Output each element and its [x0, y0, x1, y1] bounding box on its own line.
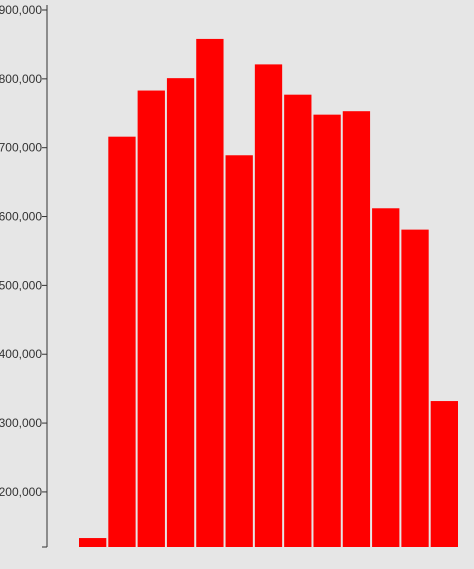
bar-12 [401, 229, 429, 547]
bar-9 [313, 114, 341, 548]
y-tick-label: 300,000 [0, 416, 42, 430]
bar-13 [430, 401, 458, 547]
bar-11 [372, 208, 400, 547]
bar-10 [342, 111, 371, 547]
bar-1 [79, 538, 107, 547]
y-tick-label: 900,000 [0, 3, 42, 17]
y-tick-label: 500,000 [0, 278, 42, 292]
bar-2 [108, 136, 136, 547]
bar-4 [166, 78, 195, 547]
y-tick-label: 700,000 [0, 141, 42, 155]
y-tick-label: 200,000 [0, 485, 42, 499]
bar-6 [225, 155, 253, 547]
y-tick-label: 600,000 [0, 210, 42, 224]
y-tick-label: 400,000 [0, 347, 42, 361]
bar-5 [196, 38, 224, 548]
bar-3 [137, 90, 165, 548]
bars-group [79, 38, 458, 548]
bar-7 [254, 64, 283, 547]
y-axis: 200,000 300,000 400,000 500,000 600,000 700,0… [0, 3, 48, 548]
bar-8 [284, 94, 312, 548]
y-tick-label: 800,000 [0, 72, 42, 86]
